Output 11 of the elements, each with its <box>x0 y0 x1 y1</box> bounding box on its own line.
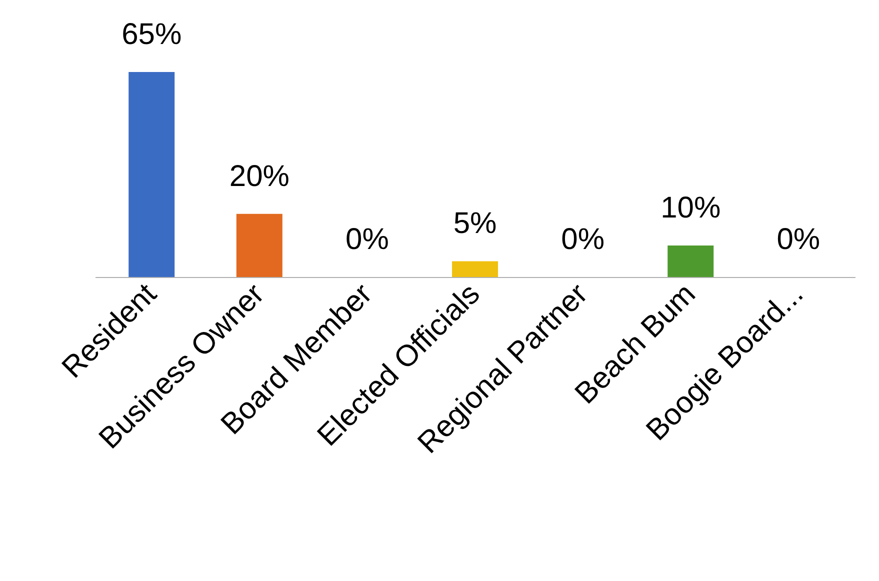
data-label: 0% <box>561 223 604 256</box>
bar <box>668 245 714 277</box>
data-label: 5% <box>453 207 497 240</box>
data-label: 0% <box>776 223 820 256</box>
data-label: 0% <box>346 223 389 256</box>
data-label: 10% <box>660 191 721 224</box>
bar <box>236 214 282 277</box>
bar <box>128 72 175 277</box>
bar <box>452 261 498 277</box>
data-label: 20% <box>229 160 290 193</box>
data-label: 65% <box>122 18 182 51</box>
